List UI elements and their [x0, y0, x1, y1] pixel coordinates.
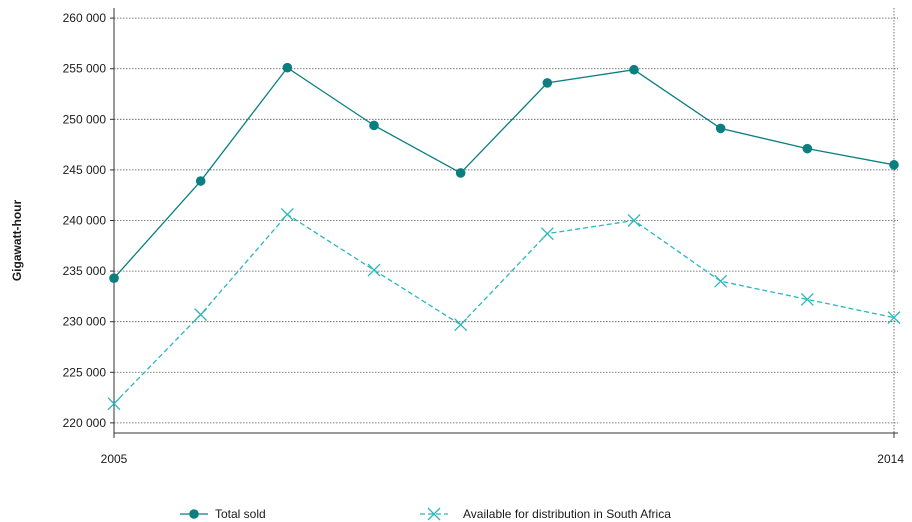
series-line — [113, 66, 895, 279]
data-point — [889, 160, 899, 170]
series-total-sold — [109, 62, 899, 283]
data-point — [802, 143, 813, 154]
y-axis-ticks: 220 000 225 000 230 000 235 000 240 000 245 0… — [63, 11, 114, 430]
data-point — [194, 308, 208, 322]
data-point — [280, 207, 294, 221]
data-point — [627, 214, 641, 227]
y-tick-label: 220 000 — [63, 416, 107, 430]
data-point — [107, 397, 121, 411]
y-tick-label: 260 000 — [63, 11, 107, 25]
y-tick-label: 225 000 — [63, 365, 107, 379]
data-point — [629, 64, 639, 75]
data-point — [109, 273, 119, 283]
x-tick-label: 2014 — [877, 452, 904, 466]
y-tick-label: 245 000 — [63, 163, 107, 177]
data-point — [542, 78, 553, 88]
legend: Total sold Available for distribution in … — [180, 507, 671, 521]
data-point — [454, 318, 468, 332]
data-point — [715, 123, 726, 134]
data-point — [540, 227, 554, 241]
data-point — [369, 120, 379, 131]
y-tick-label: 235 000 — [63, 264, 107, 278]
series-line — [113, 213, 895, 405]
data-point — [887, 311, 901, 325]
data-point — [455, 168, 466, 178]
legend-label: Total sold — [215, 507, 266, 521]
series-group — [107, 62, 901, 411]
legend-item: Total sold — [180, 507, 266, 521]
data-point — [800, 292, 814, 306]
data-point — [195, 176, 206, 186]
y-axis-label: Gigawatt-hour — [10, 200, 24, 282]
data-point — [282, 62, 293, 73]
legend-label: Available for distribution in South Afri… — [463, 507, 671, 521]
data-point — [714, 274, 728, 288]
y-tick-label: 250 000 — [63, 112, 107, 126]
y-tick-label: 230 000 — [63, 315, 107, 329]
legend-item: Available for distribution in South Afri… — [420, 507, 671, 521]
x-tick-label: 2005 — [101, 452, 128, 466]
y-tick-label: 255 000 — [63, 62, 107, 76]
x-axis-ticks: 2005 2014 — [101, 433, 904, 466]
gridlines — [113, 8, 898, 433]
y-tick-label: 240 000 — [63, 214, 107, 228]
series-available-for-distribution — [107, 207, 901, 411]
legend-marker — [427, 507, 441, 521]
data-point — [367, 263, 381, 277]
legend-marker — [189, 509, 199, 519]
